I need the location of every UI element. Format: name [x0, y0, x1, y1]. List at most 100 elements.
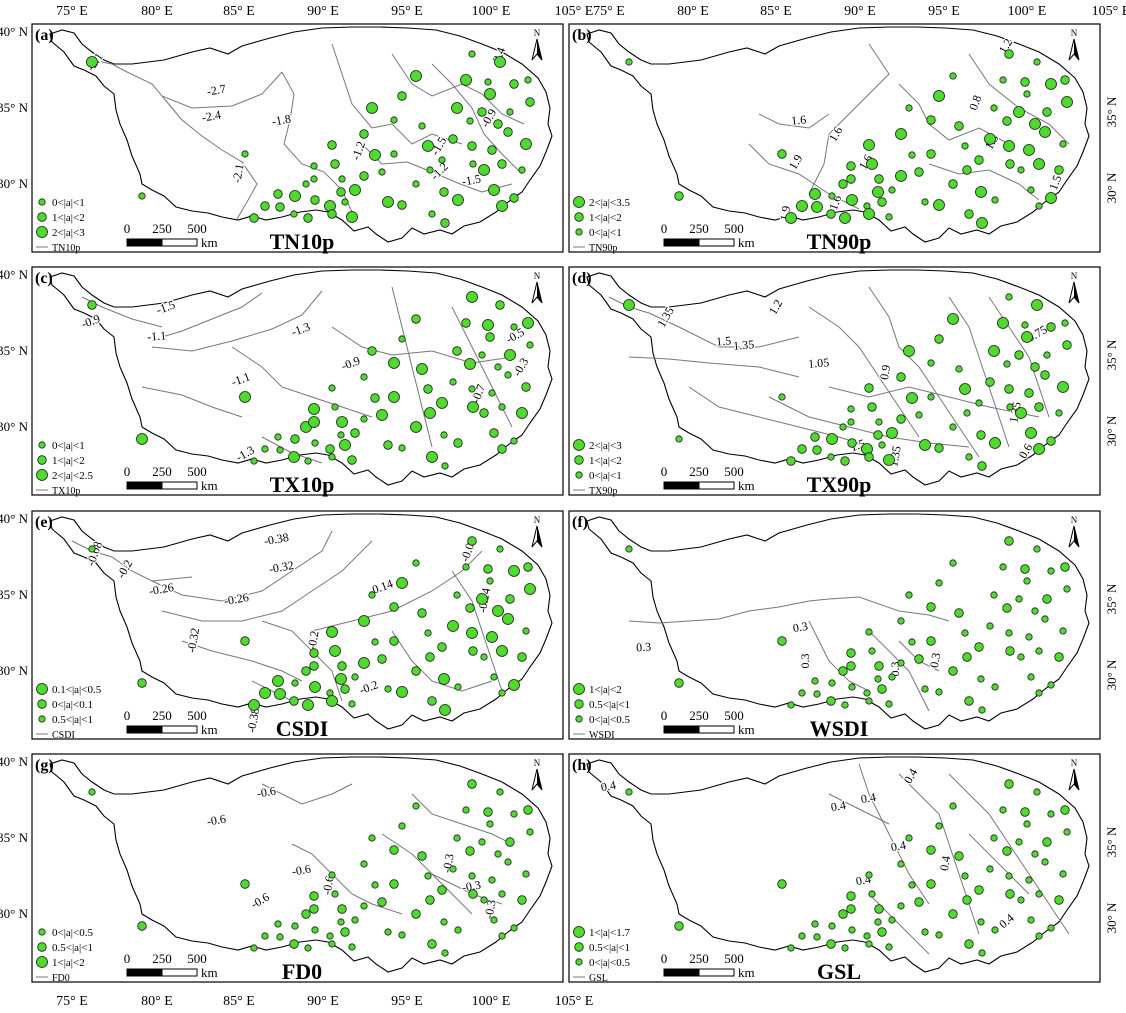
- station-dot: [1025, 633, 1033, 641]
- legend-contour-label: TX10p: [52, 486, 80, 497]
- station-dot: [798, 932, 806, 940]
- north-label: N: [534, 758, 541, 768]
- lat-tick-label: 35° N: [0, 100, 29, 115]
- station-dot: [478, 164, 490, 176]
- station-dot: [885, 700, 893, 708]
- station-dot: [777, 149, 787, 159]
- station-dot: [439, 187, 449, 197]
- station-dot: [303, 213, 313, 223]
- station-dot: [309, 904, 319, 914]
- station-dot: [1046, 436, 1056, 446]
- station-dot: [452, 194, 464, 206]
- plateau-outline: [49, 269, 553, 486]
- scalebar-label: 500: [724, 464, 744, 479]
- top-lon-tick-label: 90° E: [844, 4, 876, 19]
- station-dot: [962, 652, 972, 662]
- top-lon-tick-label: 95° E: [391, 4, 423, 19]
- station-dot: [625, 788, 633, 796]
- station-dot: [502, 613, 514, 625]
- top-lon-tick-label: 75° E: [56, 4, 88, 19]
- station-dot: [328, 453, 336, 461]
- scalebar-white: [698, 238, 735, 247]
- station-dot: [368, 591, 376, 599]
- station-dot: [522, 870, 530, 878]
- station-dot: [915, 411, 923, 419]
- station-dot: [462, 806, 470, 814]
- station-dot: [846, 648, 856, 658]
- station-dot: [1039, 126, 1051, 138]
- station-dot: [897, 617, 905, 625]
- station-dot: [497, 159, 507, 169]
- station-dot: [482, 319, 494, 331]
- lat-tick-label: 35° N: [1104, 96, 1119, 127]
- lat-tick-label: 35° N: [1104, 583, 1119, 614]
- station-dot: [962, 895, 972, 905]
- station-dot: [337, 661, 347, 671]
- north-label: N: [1071, 271, 1078, 281]
- station-dot: [873, 430, 883, 440]
- station-dot: [1033, 545, 1041, 553]
- station-dot: [921, 685, 929, 693]
- scalebar-white: [698, 725, 735, 734]
- legend-label: 1<|a|<2: [589, 212, 622, 224]
- top-lon-tick-label: 105° E: [1092, 4, 1126, 19]
- station-dot: [840, 456, 850, 466]
- station-dot: [1021, 321, 1029, 329]
- plateau-outline: [49, 756, 553, 973]
- station-dot: [974, 155, 984, 165]
- station-dot: [309, 661, 319, 671]
- station-dot: [1031, 299, 1043, 311]
- contour-line: [451, 570, 503, 692]
- station-dot: [453, 438, 463, 448]
- station-dot: [1035, 932, 1043, 940]
- scalebar-label: 0: [661, 221, 668, 236]
- station-dot: [276, 446, 284, 454]
- station-dot: [337, 918, 345, 926]
- station-dot: [926, 879, 936, 889]
- station-dot: [250, 457, 258, 465]
- panel-title: CSDI: [276, 716, 329, 741]
- scalebar-unit: km: [738, 478, 755, 493]
- station-dot: [926, 115, 936, 125]
- station-dot: [302, 699, 314, 711]
- station-dot: [962, 165, 972, 175]
- station-dot: [1061, 96, 1073, 108]
- station-dot: [310, 175, 318, 183]
- top-lon-tick-label: 85° E: [223, 4, 255, 19]
- contour-label: 0.4: [830, 798, 847, 814]
- station-dot: [827, 453, 835, 461]
- station-dot: [326, 932, 334, 940]
- station-dot: [1002, 603, 1012, 613]
- station-dot: [467, 536, 477, 546]
- station-dot: [468, 872, 476, 880]
- station-dot: [137, 921, 147, 931]
- station-dot: [441, 462, 449, 470]
- station-dot: [384, 685, 392, 693]
- station-dot: [479, 408, 489, 418]
- station-dot: [437, 885, 447, 895]
- contour-line: [758, 113, 830, 129]
- lat-tick-label: 30° N: [0, 663, 29, 678]
- station-dot: [977, 461, 987, 471]
- scalebar-white: [161, 968, 198, 977]
- legend-label: 1<|a|<1.7: [589, 927, 630, 939]
- top-lon-tick-label: 100° E: [472, 4, 511, 19]
- contour-label: -0.6: [291, 862, 312, 879]
- station-dot: [496, 200, 508, 212]
- station-dot: [496, 788, 504, 796]
- station-dot: [396, 686, 408, 698]
- station-dot: [496, 545, 504, 553]
- contour-line: [161, 292, 263, 338]
- station-dot: [330, 159, 340, 169]
- station-dot: [1063, 585, 1071, 593]
- station-dot: [377, 654, 387, 664]
- station-dot: [811, 201, 823, 213]
- station-dot: [449, 378, 457, 386]
- station-dot: [492, 605, 504, 617]
- map-panel-wsdi: 35° N30° N0.30.30.30.30.3(f) N1<|a|<20.5<…: [568, 510, 1119, 741]
- station-dot: [428, 210, 436, 218]
- legend-dot: [573, 196, 585, 208]
- station-dot: [1005, 889, 1015, 899]
- station-dot: [486, 820, 494, 828]
